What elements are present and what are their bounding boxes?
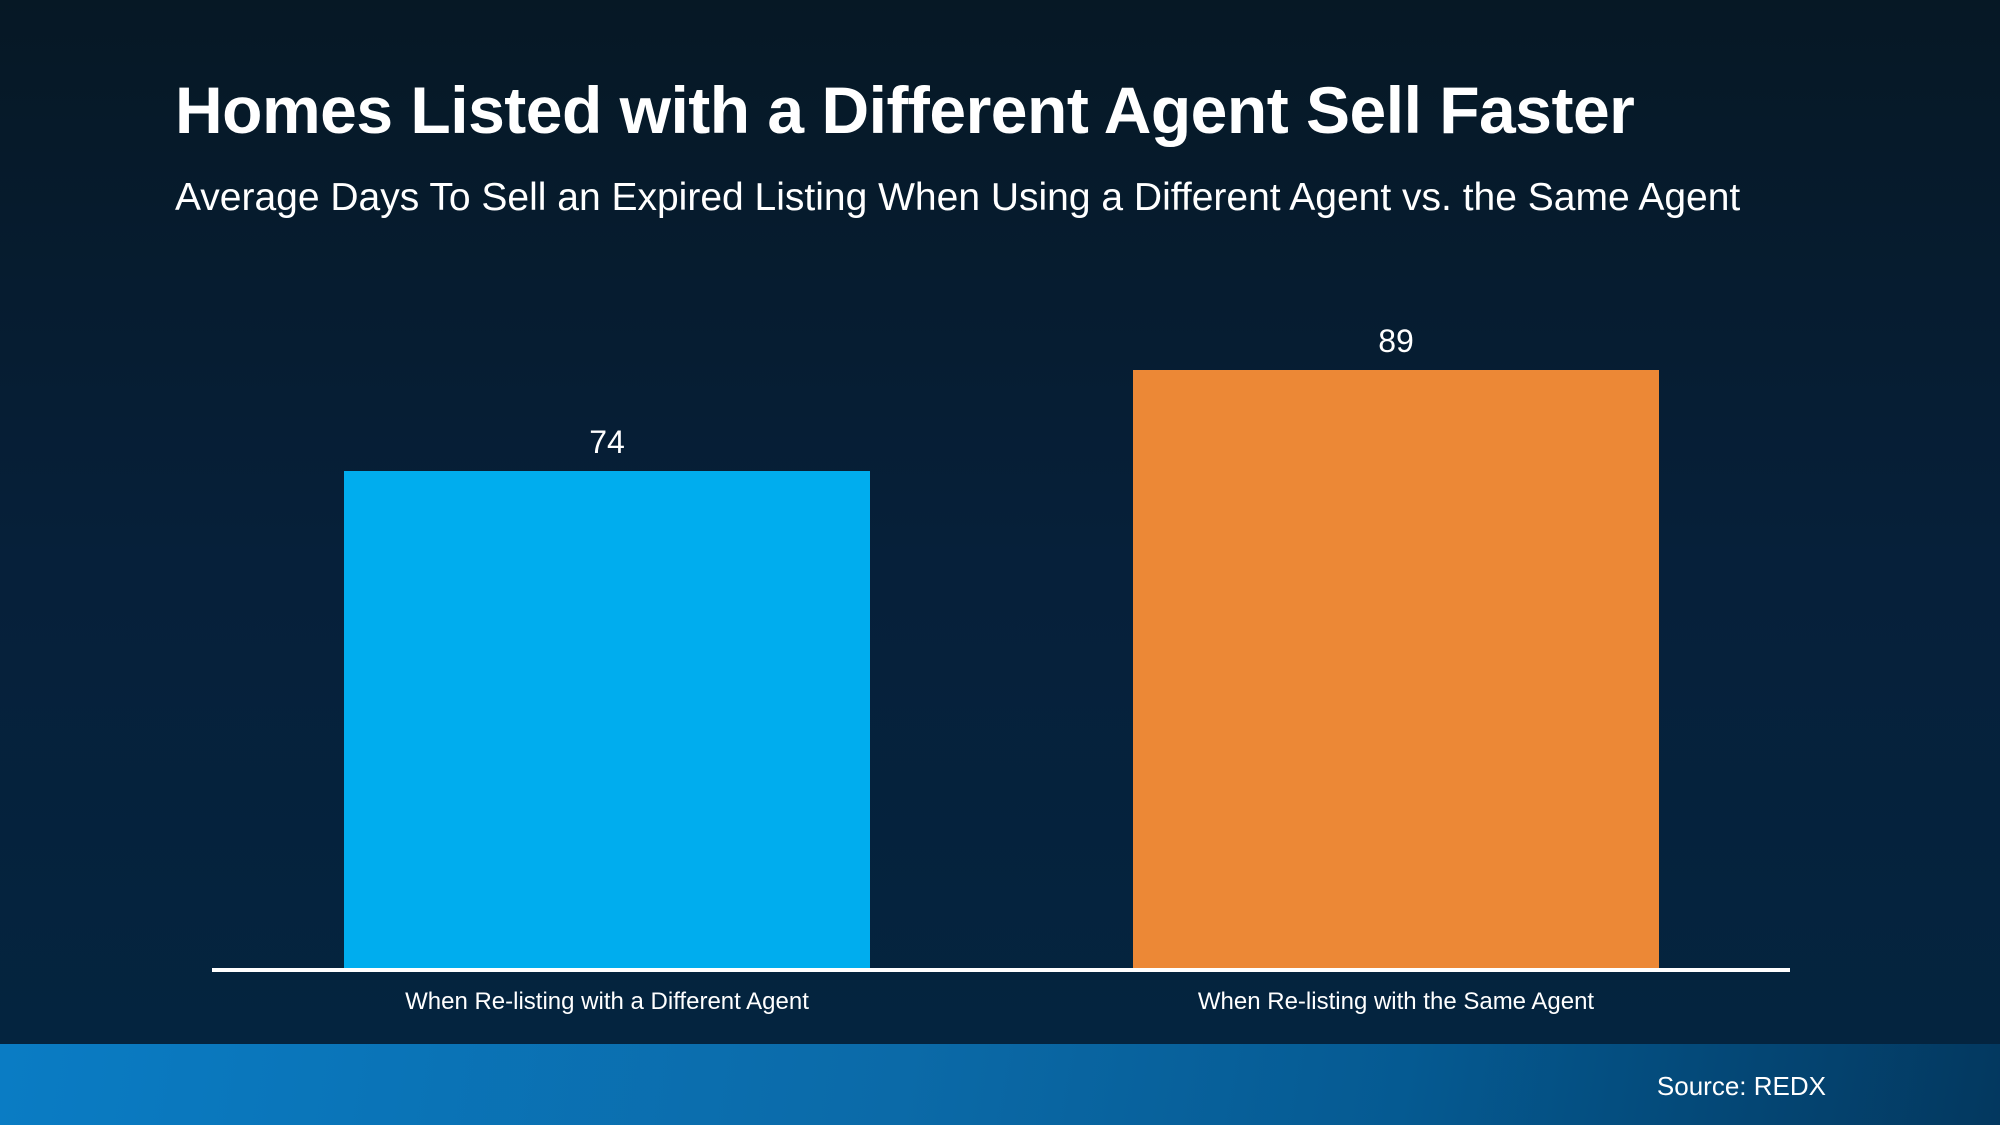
page-title: Homes Listed with a Different Agent Sell… [175, 73, 1635, 147]
bar-value-label: 74 [589, 424, 625, 460]
page-subtitle: Average Days To Sell an Expired Listing … [175, 176, 1741, 219]
bar-same-agent [1133, 370, 1659, 970]
source-label: Source: REDX [1656, 1071, 1826, 1101]
bar-different-agent [344, 471, 870, 970]
bar-value-label: 89 [1378, 323, 1414, 359]
x-axis-line [212, 968, 1790, 972]
category-label: When Re-listing with the Same Agent [1197, 988, 1595, 1015]
footer-band: Source: REDX [0, 1044, 2000, 1125]
category-label: When Re-listing with a Different Agent [405, 988, 809, 1015]
